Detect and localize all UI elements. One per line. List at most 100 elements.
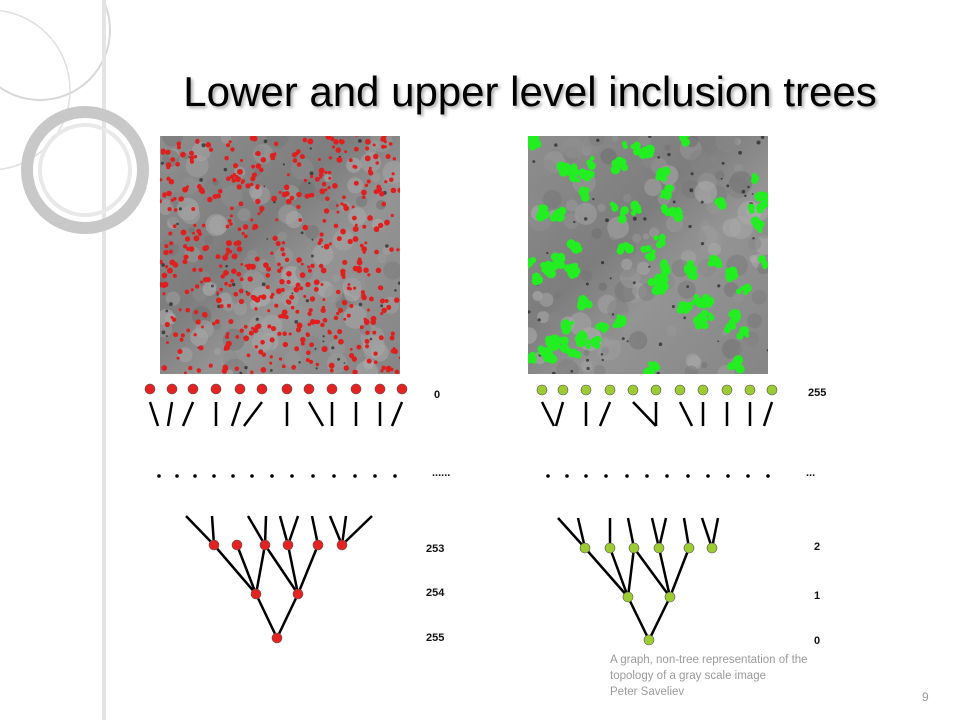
tree-node (721, 384, 733, 396)
dark-speck (752, 237, 755, 240)
red-marker (359, 325, 364, 330)
texture-speck (638, 283, 656, 301)
red-marker (191, 207, 196, 212)
red-marker (225, 334, 230, 339)
red-marker (249, 182, 254, 187)
red-marker (363, 317, 367, 321)
red-marker (182, 259, 188, 265)
green-marker (589, 155, 595, 161)
dark-speck (686, 285, 690, 288)
red-marker (372, 143, 376, 147)
tree-edge (540, 401, 556, 427)
texture-speck (203, 235, 214, 245)
red-marker (226, 303, 232, 308)
red-marker (300, 336, 306, 343)
red-marker (228, 140, 232, 144)
green-marker (661, 166, 671, 177)
red-marker (283, 184, 290, 191)
dark-speck (751, 193, 754, 195)
red-marker (198, 345, 204, 351)
red-marker (343, 365, 350, 371)
tree-node (643, 634, 655, 646)
red-marker (225, 224, 230, 229)
dark-speck (298, 361, 301, 364)
red-marker (234, 174, 239, 179)
tree-node (650, 384, 662, 396)
red-marker (322, 298, 326, 302)
texture-speck (694, 180, 718, 204)
red-marker (305, 281, 311, 288)
red-marker (270, 157, 274, 161)
left-level-label-top: 0 (434, 389, 440, 401)
red-marker (192, 267, 197, 272)
dark-speck (720, 177, 723, 180)
tree-node (336, 539, 348, 551)
red-marker (373, 226, 380, 233)
red-marker (348, 158, 353, 163)
red-marker (324, 188, 328, 192)
tree-node (312, 539, 324, 551)
red-marker (379, 298, 385, 304)
red-marker (176, 145, 181, 150)
texture-speck (594, 364, 606, 374)
red-marker (164, 264, 169, 269)
red-marker (270, 325, 277, 332)
dark-speck (672, 200, 676, 204)
ellipsis-dot (250, 474, 254, 478)
red-marker (389, 177, 394, 183)
green-marker (691, 299, 697, 306)
dark-speck (322, 340, 325, 343)
red-marker (367, 215, 373, 221)
tree-node (706, 542, 718, 554)
green-marker (571, 167, 579, 175)
green-marker (561, 325, 571, 335)
red-marker (373, 360, 378, 365)
red-marker (286, 279, 291, 285)
red-marker (180, 151, 186, 158)
red-marker (365, 330, 370, 335)
dark-speck (244, 365, 248, 370)
red-marker (205, 141, 212, 148)
red-marker (226, 176, 231, 182)
dark-speck (397, 281, 400, 285)
red-marker (319, 232, 324, 237)
red-marker (309, 192, 315, 198)
red-marker (320, 322, 325, 328)
red-marker (195, 139, 200, 144)
red-marker (347, 283, 351, 286)
red-marker (182, 244, 188, 249)
tree-node (303, 383, 315, 395)
green-marker (574, 333, 585, 344)
red-marker (325, 136, 332, 140)
red-marker (161, 272, 168, 279)
red-marker (179, 337, 184, 342)
texture-speck (632, 233, 642, 243)
left-level-label-3: 255 (426, 632, 444, 644)
green-marker (651, 285, 662, 296)
texture-speck (684, 365, 698, 374)
red-marker (294, 346, 300, 352)
texture-speck (721, 339, 743, 360)
tree-edge (632, 547, 672, 598)
red-marker (381, 365, 386, 371)
red-marker (378, 335, 384, 341)
dark-speck (309, 147, 312, 150)
tree-edge (584, 547, 629, 598)
texture-speck (601, 346, 610, 354)
red-marker (391, 172, 395, 176)
texture-speck (582, 203, 593, 214)
red-marker (175, 161, 181, 167)
texture-speck (562, 137, 584, 159)
red-marker (309, 319, 316, 325)
red-marker (243, 234, 248, 239)
red-marker (317, 241, 322, 246)
red-marker (168, 249, 173, 254)
green-marker (729, 323, 737, 330)
red-marker (364, 146, 370, 151)
red-marker (172, 224, 177, 229)
red-marker (229, 214, 233, 218)
tree-node (622, 591, 634, 603)
red-marker (325, 196, 330, 202)
green-marker (708, 314, 715, 322)
dark-speck (683, 316, 687, 320)
